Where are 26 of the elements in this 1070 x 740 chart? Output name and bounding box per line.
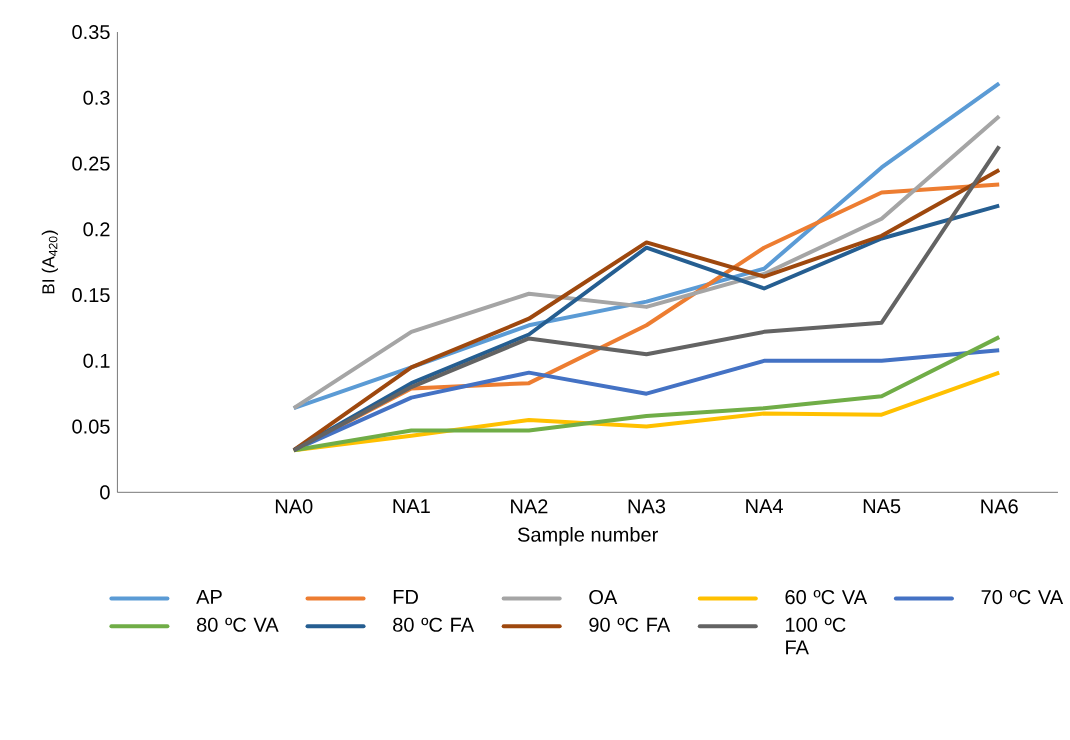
x-tick-label: NA5 bbox=[863, 499, 901, 513]
legend-label: 100 ºC FA bbox=[786, 617, 846, 655]
legend-label: 90 ºC FA bbox=[589, 617, 671, 632]
legend-label: 60 ºC VA bbox=[785, 589, 868, 604]
legend-label: 80 ºC FA bbox=[393, 617, 475, 632]
y-tick-label: 0 bbox=[100, 484, 110, 500]
x-tick-label: NA2 bbox=[511, 499, 548, 513]
x-tick-label: NA1 bbox=[393, 499, 430, 513]
y-tick-label: 0.2 bbox=[83, 221, 110, 237]
x-axis-title: Sample number bbox=[517, 526, 658, 546]
y-axis-title: BI (A$_{420}$) bbox=[41, 230, 58, 294]
x-tick-label: NA0 bbox=[275, 499, 313, 514]
x-tick-label: NA4 bbox=[746, 499, 783, 513]
y-tick-label: 0.3 bbox=[83, 90, 110, 105]
y-tick-label: 0.1 bbox=[83, 353, 110, 368]
legend-label: 70 ºC VA bbox=[981, 589, 1064, 604]
y-tick-label: 0.05 bbox=[72, 419, 110, 434]
legend-label: FD bbox=[393, 589, 418, 604]
x-tick-label: NA3 bbox=[628, 499, 666, 514]
y-tick-label: 0.15 bbox=[72, 287, 110, 302]
y-tick-label: 0.35 bbox=[72, 24, 110, 39]
y-tick-label: 0.25 bbox=[72, 156, 110, 171]
legend-label: OA bbox=[589, 589, 618, 604]
x-tick-label: NA6 bbox=[981, 499, 1018, 514]
legend-label: 80 ºC VA bbox=[197, 617, 279, 632]
legend-label: AP bbox=[196, 589, 222, 604]
